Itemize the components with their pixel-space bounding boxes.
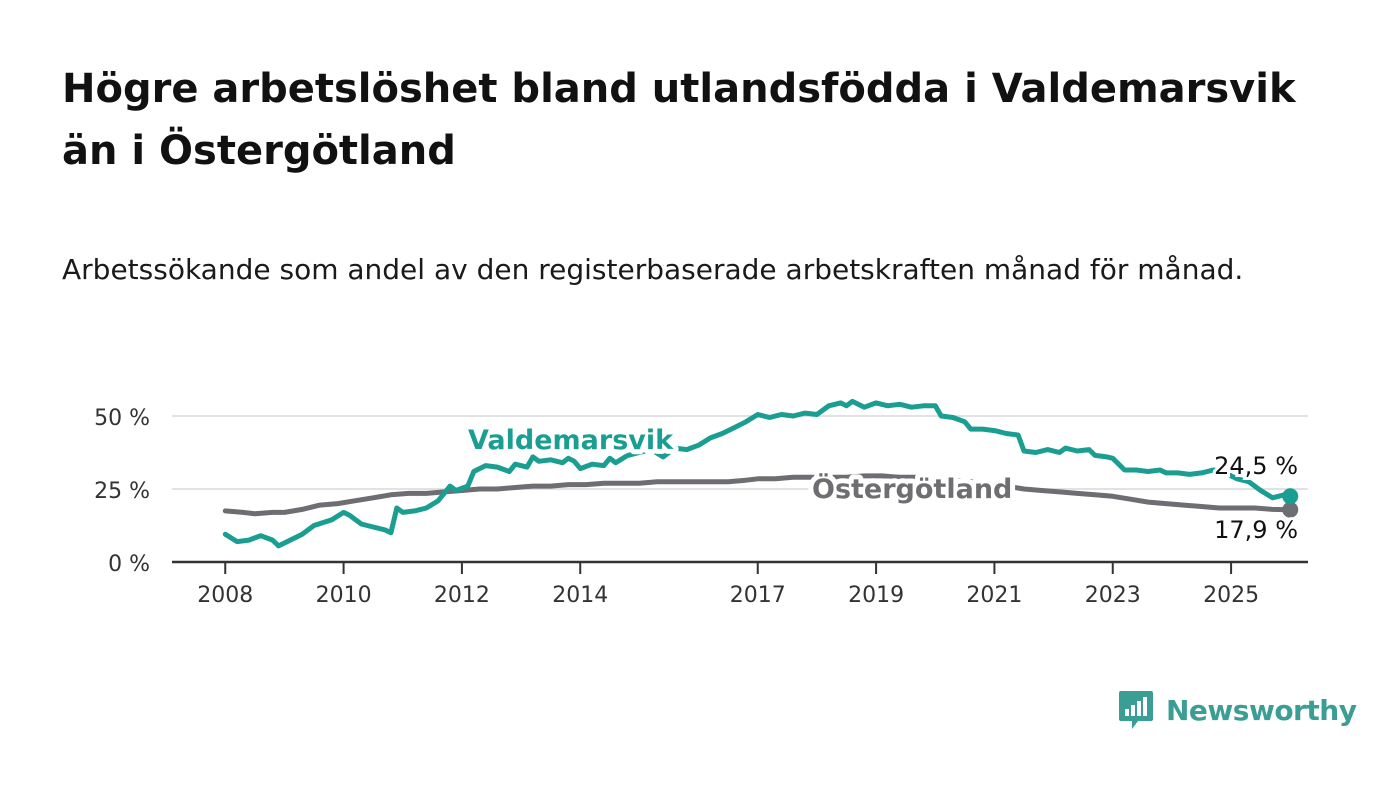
x-tick-label: 2021 [966,583,1022,608]
series-label-ostergotland: Östergötland [812,472,1012,505]
y-tick-label: 0 % [108,552,150,577]
series-labels: Valdemarsvik Östergötland 24,5 % 17,9 % [463,420,1301,547]
series-line-ostergotland [222,473,1293,517]
series-lines [222,398,1299,549]
x-tick-label: 2019 [848,583,904,608]
x-tick-label: 2017 [730,583,786,608]
brand-logo[interactable]: Newsworthy [1118,690,1357,730]
x-tick-label: 2023 [1085,583,1141,608]
x-tick-label: 2010 [316,583,372,608]
series-label-valdemarsvik: Valdemarsvik [468,425,674,456]
x-tick-label: 2012 [434,583,490,608]
x-tick-label: 2014 [552,583,608,608]
x-axis: 2008 2010 2012 2014 2017 2019 2021 2023 2025 [172,560,1308,608]
end-value-label: 17,9 % [1214,516,1298,544]
y-tick-label: 50 % [94,406,150,431]
newsworthy-logo-icon [1119,691,1153,729]
y-axis-tick-labels: 0 % 25 % 50 % [94,406,150,577]
brand-name: Newsworthy [1166,693,1357,727]
x-tick-label: 2025 [1203,583,1259,608]
series-end-point [1282,501,1299,518]
end-value-label: 24,5 % [1214,452,1298,480]
chart-subtitle: Arbetssökande som andel av den registerb… [62,253,1244,286]
series-line-valdemarsvik [222,398,1293,549]
x-tick-label: 2008 [197,583,253,608]
series-end-point [1282,488,1299,505]
gridlines [172,415,1308,490]
y-tick-label: 25 % [94,479,150,504]
chart-title: Högre arbetslöshet bland utlandsfödda i … [62,66,1296,174]
